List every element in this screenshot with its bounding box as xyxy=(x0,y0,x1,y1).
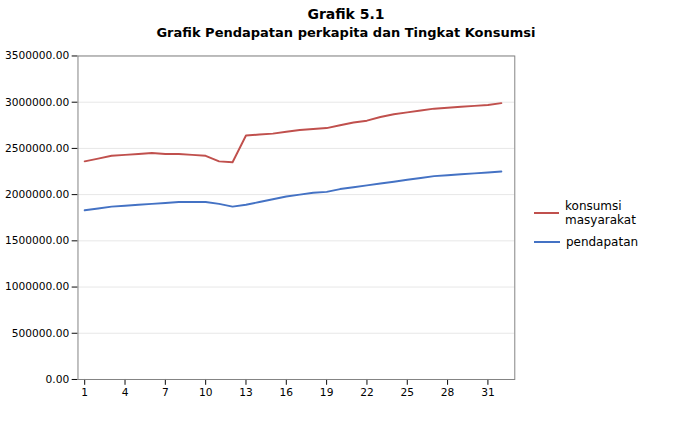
svg-text:10: 10 xyxy=(199,386,213,399)
html-text:pendapatan: pendapatan xyxy=(565,235,639,249)
svg-text:31: 31 xyxy=(481,386,495,399)
svg-text:1500000.00: 1500000.00 xyxy=(5,234,70,247)
svg-text:0.00: 0.00 xyxy=(46,373,70,386)
svg-text:500000.00: 500000.00 xyxy=(12,327,70,340)
html-text:konsumsi masyarakat: konsumsi masyarakat xyxy=(565,199,636,227)
svg-text:1000000.00: 1000000.00 xyxy=(5,280,70,293)
svg-text:7: 7 xyxy=(162,386,169,399)
html-text:Grafik Pendapatan perkapita da: Grafik Pendapatan perkapita dan Tingkat … xyxy=(156,25,536,40)
svg-text:3500000.00: 3500000.00 xyxy=(5,49,70,62)
svg-text:28: 28 xyxy=(441,386,455,399)
svg-text:19: 19 xyxy=(320,386,334,399)
svg-text:13: 13 xyxy=(239,386,253,399)
svg-text:4: 4 xyxy=(122,386,129,399)
svg-text:2500000.00: 2500000.00 xyxy=(5,142,70,155)
svg-text:25: 25 xyxy=(400,386,414,399)
svg-text:1: 1 xyxy=(81,386,88,399)
html-text:Grafik 5.1: Grafik 5.1 xyxy=(307,6,385,22)
svg-text:3000000.00: 3000000.00 xyxy=(5,96,70,109)
svg-text:16: 16 xyxy=(280,386,294,399)
svg-text:2000000.00: 2000000.00 xyxy=(5,188,70,201)
svg-text:22: 22 xyxy=(360,386,374,399)
